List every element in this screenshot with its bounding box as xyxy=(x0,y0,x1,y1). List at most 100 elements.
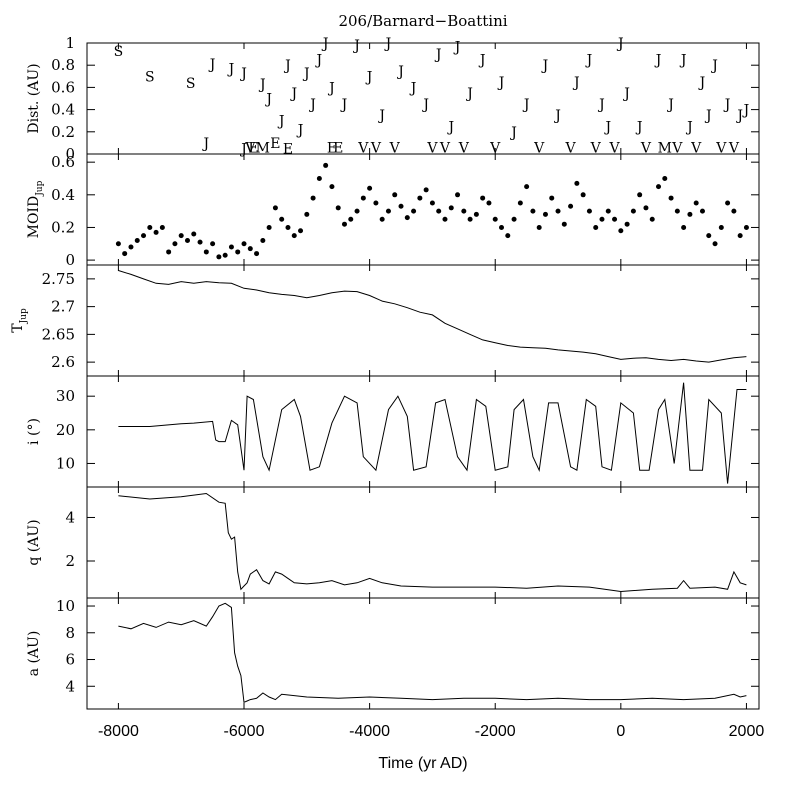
encounter-point: J xyxy=(497,75,505,91)
data-point xyxy=(674,208,680,214)
data-point xyxy=(429,200,435,206)
data-point xyxy=(122,251,128,257)
data-point xyxy=(360,195,366,201)
encounter-point: J xyxy=(509,125,517,141)
data-point xyxy=(298,228,304,234)
encounter-point: J xyxy=(453,39,461,55)
encounter-point: V xyxy=(671,140,683,156)
encounter-point: J xyxy=(698,75,706,91)
y-tick-label: 2.75 xyxy=(42,270,75,288)
y-axis-title-incl: i (°) xyxy=(26,418,42,445)
data-point xyxy=(599,216,605,222)
data-point xyxy=(323,162,329,168)
encounter-point: J xyxy=(384,36,392,52)
data-point xyxy=(442,216,448,222)
data-point xyxy=(555,208,561,214)
encounter-point: V xyxy=(640,140,652,156)
chart-title: 206/Barnard−Boattini xyxy=(338,12,507,30)
data-point xyxy=(511,216,517,222)
y-tick-label: 2.6 xyxy=(51,353,75,371)
encounter-point: J xyxy=(239,141,247,157)
data-point xyxy=(373,200,379,206)
data-point xyxy=(341,221,347,227)
data-point xyxy=(272,205,278,211)
encounter-point: V xyxy=(439,140,451,156)
encounter-point: V xyxy=(715,140,727,156)
data-point xyxy=(241,241,247,247)
y-tick-label: 20 xyxy=(56,421,75,439)
encounter-point: S xyxy=(145,69,155,85)
data-point xyxy=(404,215,410,221)
panel-tjup: 2.6 2.65 2.7 2.75 TJup xyxy=(10,264,760,377)
data-point xyxy=(618,228,624,234)
data-point xyxy=(549,195,555,201)
y-axis-title-tjup: TJup xyxy=(10,308,29,333)
encounter-point: J xyxy=(377,108,385,124)
encounter-point: J xyxy=(421,97,429,113)
encounter-point: J xyxy=(478,53,486,69)
data-point xyxy=(662,175,668,181)
encounter-point: V xyxy=(244,140,256,156)
y-tick-label: 6 xyxy=(65,651,75,669)
y-tick-label: 2.65 xyxy=(42,325,75,343)
y-tick-label: 0.6 xyxy=(51,153,75,171)
data-point xyxy=(260,238,266,244)
data-point xyxy=(743,224,749,230)
data-point xyxy=(542,211,548,217)
data-point xyxy=(417,195,423,201)
encounter-point: E xyxy=(270,136,280,152)
encounter-point: V xyxy=(728,140,740,156)
encounter-point: J xyxy=(409,80,417,96)
encounter-point: J xyxy=(710,58,718,74)
data-point xyxy=(316,175,322,181)
data-point xyxy=(254,251,260,257)
y-axis-title-dist: Dist. (AU) xyxy=(26,63,42,133)
series-line-incl xyxy=(118,382,747,484)
encounter-point: J xyxy=(239,66,247,82)
encounter-point: V xyxy=(590,140,602,156)
y-tick-label: 0.2 xyxy=(51,218,75,236)
data-point xyxy=(473,211,479,217)
encounter-point: J xyxy=(365,69,373,85)
data-point xyxy=(593,224,599,230)
encounter-point: M xyxy=(658,140,672,156)
encounter-point: J xyxy=(283,58,291,74)
data-point xyxy=(266,224,272,230)
x-tick-label: 0 xyxy=(616,723,625,740)
panel-moid: 0 0.2 0.4 0.6 MOIDJup xyxy=(26,153,760,269)
encounter-point: V xyxy=(608,140,620,156)
data-point xyxy=(184,238,190,244)
encounter-point: E xyxy=(248,140,258,156)
data-point xyxy=(586,208,592,214)
data-point xyxy=(128,244,134,250)
y-tick-label: 0.2 xyxy=(51,123,75,141)
data-point xyxy=(725,200,731,206)
encounter-point: J xyxy=(227,62,235,78)
encounter-point: J xyxy=(446,119,454,135)
data-point xyxy=(335,205,341,211)
data-point xyxy=(649,216,655,222)
data-point xyxy=(731,208,737,214)
data-point xyxy=(285,224,291,230)
data-point xyxy=(436,208,442,214)
encounter-point: J xyxy=(302,66,310,82)
data-point xyxy=(530,208,536,214)
encounter-point: V xyxy=(426,140,438,156)
data-point xyxy=(379,216,385,222)
data-point xyxy=(480,195,486,201)
panel-incl-frame xyxy=(86,375,760,488)
x-axis: -8000 -6000 -4000 -2000 0 2000 xyxy=(98,723,764,740)
encounter-point: J xyxy=(597,97,605,113)
y-tick-label: 0.4 xyxy=(51,101,75,119)
panel-a: 4 6 8 10 a (AU) xyxy=(26,597,760,710)
data-point xyxy=(612,216,618,222)
encounter-point: J xyxy=(742,103,750,119)
y-tick-label: 10 xyxy=(56,597,75,615)
encounter-point: J xyxy=(603,119,611,135)
data-point xyxy=(706,233,712,239)
y-tick-label: 8 xyxy=(65,624,75,642)
data-point xyxy=(486,200,492,206)
encounter-point: J xyxy=(522,97,530,113)
